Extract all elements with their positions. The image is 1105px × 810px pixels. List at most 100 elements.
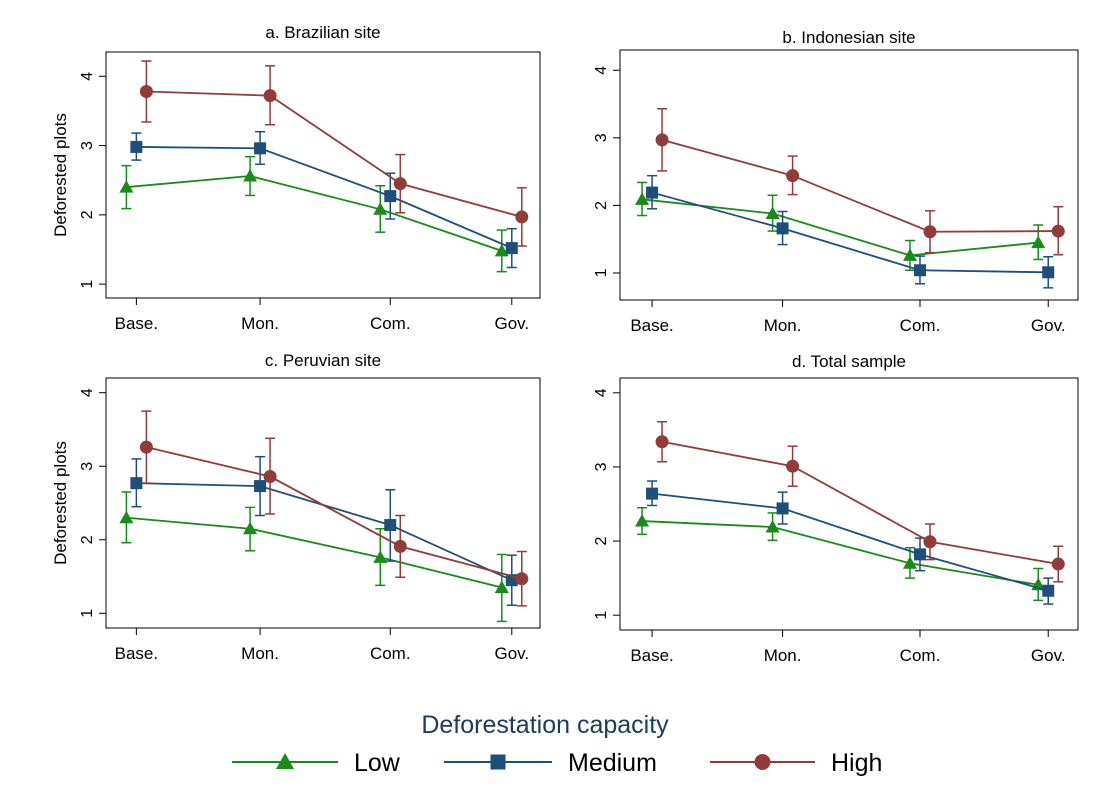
- data-point: [765, 519, 780, 533]
- series-line: [651, 492, 1049, 592]
- data-point: [139, 84, 153, 98]
- y-tick-label: 3: [79, 462, 96, 471]
- data-point: [505, 242, 518, 255]
- data-point: [119, 180, 134, 193]
- x-tick-label: Base.: [630, 316, 673, 335]
- data-point: [646, 487, 659, 500]
- y-tick-label: 4: [593, 388, 610, 397]
- y-tick-label: 4: [79, 388, 96, 397]
- legend: Deforestation capacity Low Medium High: [232, 711, 882, 777]
- data-point: [776, 222, 789, 235]
- plot-frame: [105, 51, 541, 299]
- series-line: [126, 175, 503, 252]
- x-tick-label: Gov.: [1031, 316, 1066, 335]
- series-high: [139, 60, 529, 247]
- data-point: [373, 202, 388, 215]
- x-tick-label: Gov.: [494, 314, 529, 333]
- series-low: [635, 506, 1046, 602]
- series-line: [642, 520, 1039, 586]
- series-line: [641, 198, 1039, 257]
- data-point: [913, 548, 926, 561]
- x-tick-label: Com.: [900, 316, 941, 335]
- legend-item-medium: Medium: [444, 749, 657, 777]
- x-tick-label: Com.: [370, 314, 411, 333]
- series-medium: [646, 480, 1055, 605]
- data-point: [515, 210, 529, 224]
- series-low: [119, 155, 509, 273]
- data-point: [902, 248, 917, 261]
- data-point: [515, 572, 529, 586]
- series-medium: [130, 455, 518, 606]
- y-axis-label: Deforested plots: [51, 441, 70, 565]
- plot-frame: [619, 377, 1079, 631]
- y-tick-label: 1: [593, 611, 610, 620]
- series-medium: [646, 174, 1055, 289]
- y-tick-label: 2: [593, 201, 610, 210]
- x-tick-label: Base.: [630, 646, 673, 665]
- data-point: [263, 89, 277, 103]
- chart-title: a. Brazilian site: [265, 23, 380, 42]
- legend-label: Medium: [568, 749, 657, 777]
- data-point: [1031, 235, 1046, 249]
- y-tick-label: 3: [79, 141, 96, 150]
- x-tick-label: Gov.: [494, 644, 529, 663]
- x-tick-label: Com.: [900, 646, 941, 665]
- x-tick-label: Com.: [370, 644, 411, 663]
- data-point: [243, 521, 258, 535]
- x-tick-label: Base.: [115, 314, 158, 333]
- data-point: [923, 225, 937, 239]
- y-tick-label: 2: [79, 210, 96, 219]
- data-point: [139, 440, 153, 454]
- series-high: [139, 410, 529, 607]
- data-point: [786, 169, 800, 183]
- data-point: [393, 539, 407, 553]
- legend-item-high: High: [710, 749, 882, 777]
- plot-frame: [105, 377, 541, 629]
- chart-panel-3: c. Peruvian site 1 2 3 4 Deforested plots Base…: [51, 351, 541, 663]
- x-tick-label: Mon.: [241, 314, 279, 333]
- data-point: [923, 535, 937, 549]
- y-tick-label: 2: [593, 537, 610, 546]
- series-line: [146, 446, 523, 580]
- series-medium: [130, 130, 518, 269]
- series-line: [126, 516, 503, 589]
- y-tick-label: 1: [593, 268, 610, 277]
- y-axis-label: Deforested plots: [51, 113, 70, 237]
- chart-panel-4: d. Total sample 1 2 3 4 Base. Mon. Com. Gov.: [593, 352, 1079, 665]
- legend-marker: [276, 753, 294, 769]
- y-tick-label: 1: [79, 280, 96, 289]
- x-tick-label: Mon.: [764, 646, 802, 665]
- legend-marker: [754, 754, 771, 770]
- y-tick-label: 3: [593, 462, 610, 471]
- series-line: [136, 146, 513, 249]
- data-point: [655, 435, 669, 449]
- data-point: [1051, 224, 1065, 238]
- data-point: [263, 470, 277, 484]
- data-point: [254, 480, 267, 493]
- series-line: [146, 90, 523, 218]
- series-high: [655, 108, 1065, 256]
- data-point: [786, 459, 800, 473]
- legend-label: Low: [354, 749, 401, 777]
- series-line: [661, 138, 1059, 233]
- plot-frame: [619, 49, 1079, 301]
- data-point: [1051, 557, 1065, 571]
- y-tick-label: 4: [593, 66, 610, 75]
- legend-items: Low Medium High: [232, 749, 882, 777]
- data-point: [373, 550, 388, 563]
- chart-panel-2: b. Indonesian site 1 2 3 4 Base. Mon. Com. Gov.: [593, 28, 1079, 335]
- chart-title: b. Indonesian site: [782, 28, 915, 47]
- data-point: [902, 556, 917, 569]
- data-point: [119, 510, 134, 524]
- chart-panel-1: a. Brazilian site 1 2 3 4 Deforested plots Bas…: [51, 23, 541, 333]
- data-point: [635, 514, 650, 527]
- data-point: [494, 243, 509, 257]
- legend-label: High: [831, 749, 882, 777]
- data-point: [254, 142, 267, 155]
- legend-title: Deforestation capacity: [421, 711, 669, 739]
- data-point: [1042, 266, 1055, 279]
- legend-item-low: Low: [232, 749, 401, 777]
- x-tick-label: Mon.: [764, 316, 802, 335]
- x-tick-label: Base.: [115, 644, 158, 663]
